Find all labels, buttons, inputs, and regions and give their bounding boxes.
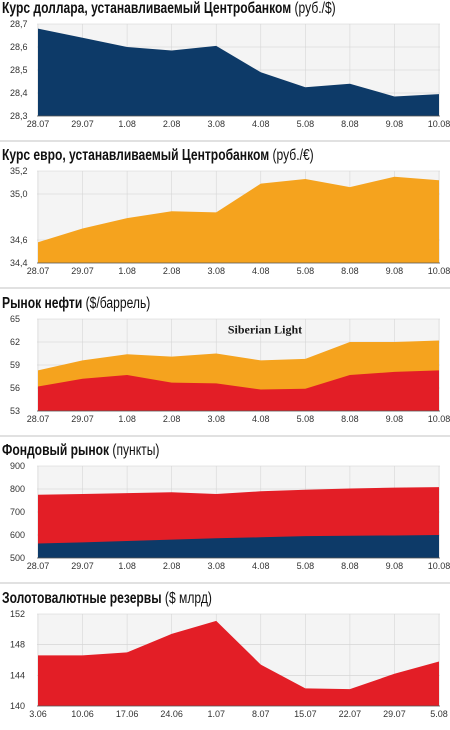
panel-title: Рынок нефти ($/баррель)	[2, 295, 150, 313]
x-tick-label: 1.08	[118, 561, 136, 571]
y-tick-label: 35,2	[10, 166, 28, 176]
x-tick-label: 5.08	[297, 266, 315, 276]
y-tick-label: 62	[10, 337, 20, 347]
x-tick-label: 10.08	[428, 119, 450, 129]
x-tick-label: 9.08	[386, 119, 404, 129]
title-text: Фондовый рынок	[2, 442, 110, 459]
eur-rate-chart: 34,4 34,6 35,0 35,2 28.07 29.07 1.08 2.08 3.08 4.…	[0, 166, 450, 289]
x-tick-label: 1.08	[118, 266, 136, 276]
x-tick-label: 28.07	[27, 561, 50, 571]
series-area-1	[38, 620, 439, 706]
series-area-2	[38, 370, 439, 411]
y-tick-label: 900	[10, 461, 25, 471]
x-tick-label: 5.08	[297, 119, 315, 129]
x-tick-label: 29.07	[71, 414, 94, 424]
y-tick-label: 59	[10, 360, 20, 370]
y-tick-label: 28,4	[10, 88, 28, 98]
panel-title: Золотовалютные резервы ($ млрд)	[2, 590, 212, 608]
x-tick-label: 4.08	[252, 119, 270, 129]
unit-text: (руб./€)	[272, 147, 314, 164]
x-tick-label: 29.07	[71, 266, 94, 276]
panel-title: Курс доллара, устанавливаемый Центробанк…	[2, 0, 336, 18]
x-tick-label: 28.07	[27, 119, 50, 129]
x-tick-label: 8.08	[341, 561, 359, 571]
y-tick-label: 28,7	[10, 19, 28, 29]
x-tick-label: 8.08	[341, 414, 359, 424]
y-tick-label: 144	[10, 670, 25, 680]
x-tick-label: 8.08	[341, 119, 359, 129]
usd-rate-chart: 28,3 28,4 28,5 28,6 28,7 28.07 29.07 1.08 2.08 3.…	[0, 19, 450, 142]
x-tick-label: 4.08	[252, 266, 270, 276]
y-tick-label: 56	[10, 383, 20, 393]
y-tick-label: 28,3	[10, 111, 28, 121]
y-tick-label: 28,5	[10, 65, 28, 75]
unit-text: ($ млрд)	[164, 590, 212, 607]
y-tick-label: 600	[10, 530, 25, 540]
title-text: Золотовалютные резервы	[2, 590, 162, 607]
title-text: Курс евро, устанавливаемый Центробанком	[2, 147, 270, 164]
series-area-2	[38, 535, 439, 558]
title-text: Курс доллара, устанавливаемый Центробанк…	[2, 0, 292, 17]
series-area-1	[38, 28, 439, 117]
x-tick-label: 10.08	[428, 414, 450, 424]
y-tick-label: 53	[10, 406, 20, 416]
y-tick-label: 152	[10, 609, 25, 619]
y-tick-label: 35,0	[10, 189, 28, 199]
unit-text: (руб./$)	[294, 0, 336, 17]
x-tick-label: 3.08	[207, 266, 225, 276]
x-tick-label: 2.08	[163, 119, 181, 129]
x-tick-label: 5.08	[430, 709, 448, 719]
x-tick-label: 22.07	[339, 709, 362, 719]
x-tick-label: 8.08	[341, 266, 359, 276]
y-tick-label: 500	[10, 553, 25, 563]
panel-title: Фондовый рынок (пункты)	[2, 442, 159, 460]
x-tick-label: 5.08	[297, 561, 315, 571]
x-tick-label: 3.08	[207, 414, 225, 424]
oil-market-chart: 53 56 59 62 65 28.07 29.07 1.08 2.08 3.08 4.08 5.08…	[0, 314, 450, 437]
x-tick-label: 3.06	[29, 709, 47, 719]
y-tick-label: 34,6	[10, 235, 28, 245]
y-tick-label: 800	[10, 484, 25, 494]
title-text: Рынок нефти	[2, 295, 83, 312]
x-tick-label: 3.08	[207, 119, 225, 129]
x-tick-label: 1.08	[118, 414, 136, 424]
x-tick-label: 3.08	[207, 561, 225, 571]
x-tick-label: 2.08	[163, 266, 181, 276]
x-tick-label: 9.08	[386, 266, 404, 276]
unit-text: (пункты)	[112, 442, 160, 459]
unit-text: ($/баррель)	[85, 295, 151, 312]
x-tick-label: 10.08	[428, 266, 450, 276]
x-tick-label: 9.08	[386, 561, 404, 571]
y-tick-label: 65	[10, 314, 20, 324]
stock-market-chart: 500 600 700 800 900 28.07 29.07 1.08 2.08 3.08 4.0…	[0, 461, 450, 584]
x-tick-label: 10.08	[428, 561, 450, 571]
x-tick-label: 5.08	[297, 414, 315, 424]
y-tick-label: 148	[10, 640, 25, 650]
x-tick-label: 1.07	[207, 709, 225, 719]
y-tick-label: 700	[10, 507, 25, 517]
x-tick-label: 9.08	[386, 414, 404, 424]
y-tick-label: 34,4	[10, 258, 28, 268]
x-tick-label: 2.08	[163, 561, 181, 571]
y-tick-label: 140	[10, 701, 25, 711]
x-tick-label: 28.07	[27, 266, 50, 276]
x-tick-label: 28.07	[27, 414, 50, 424]
reserves-chart: 140 144 148 152 3.06 10.06 17.06 24.06 1.07 8.07 1…	[10, 609, 448, 719]
x-tick-label: 17.06	[116, 709, 139, 719]
x-tick-label: 2.08	[163, 414, 181, 424]
x-tick-label: 4.08	[252, 414, 270, 424]
y-tick-label: 28,6	[10, 42, 28, 52]
x-tick-label: 29.07	[383, 709, 406, 719]
series-area-1	[38, 176, 439, 263]
x-tick-label: 29.07	[71, 119, 94, 129]
x-tick-label: 10.06	[71, 709, 94, 719]
series-annotation: Siberian Light	[228, 323, 302, 337]
x-tick-label: 15.07	[294, 709, 317, 719]
x-tick-label: 4.08	[252, 561, 270, 571]
x-tick-label: 1.08	[118, 119, 136, 129]
panel-title: Курс евро, устанавливаемый Центробанком …	[2, 147, 314, 165]
x-tick-label: 8.07	[252, 709, 270, 719]
x-tick-label: 29.07	[71, 561, 94, 571]
x-tick-label: 24.06	[160, 709, 183, 719]
